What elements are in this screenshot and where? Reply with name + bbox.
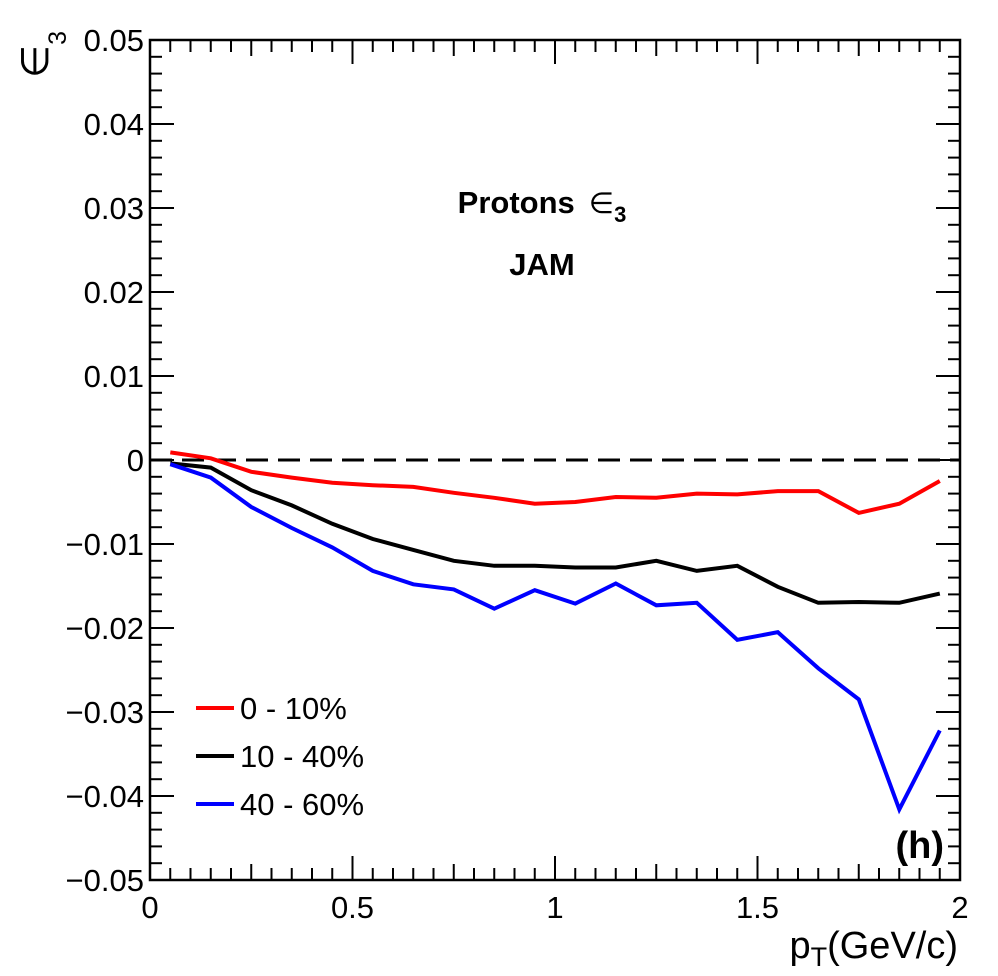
- series-line-2: [170, 461, 941, 605]
- y-tick-label: 0.03: [84, 191, 144, 226]
- series-lines: [169, 450, 942, 815]
- series-line-3: [169, 462, 942, 815]
- legend-label: 0 - 10%: [240, 691, 347, 726]
- y-tick-label: 0.02: [84, 275, 144, 310]
- panel-label: (h): [895, 825, 944, 867]
- y-tick-label: −0.03: [66, 695, 144, 730]
- x-axis-title: pT(GeV/c): [789, 925, 958, 972]
- y-tick-label: −0.05: [66, 863, 144, 898]
- x-tick-label: 2: [951, 890, 968, 925]
- x-tick-label: 0.5: [331, 890, 374, 925]
- y-tick-label: −0.04: [66, 779, 144, 814]
- x-tick-label: 1.5: [736, 890, 779, 925]
- y-tick-label: 0.04: [84, 107, 144, 142]
- legend-label: 10 - 40%: [240, 739, 364, 774]
- y-tick-label: −0.02: [66, 611, 144, 646]
- plot-frame: [148, 38, 962, 882]
- annotation-title: Protons ∈3: [458, 185, 627, 227]
- axis-ticks: [149, 39, 961, 881]
- series-line-1: [170, 450, 941, 516]
- x-tick-labels: 0 0.5 1 1.5 2: [141, 890, 968, 925]
- y-tick-label: 0.05: [84, 23, 144, 58]
- x-tick-label: 0: [141, 890, 158, 925]
- y-tick-label: −0.01: [66, 527, 144, 562]
- x-tick-label: 1: [546, 890, 563, 925]
- legend: 0 - 10% 10 - 40% 40 - 60%: [196, 691, 364, 822]
- y-tick-labels: −0.05 −0.04 −0.03 −0.02 −0.01 0 0.01 0.02 0.03 0.…: [66, 23, 144, 898]
- legend-item: 10 - 40%: [196, 739, 364, 774]
- y-tick-label: 0.01: [84, 359, 144, 394]
- y-axis-title: ∈3: [15, 31, 72, 78]
- annotation-model: JAM: [509, 247, 574, 282]
- legend-item: 0 - 10%: [196, 691, 347, 726]
- y-tick-label: 0: [127, 443, 144, 478]
- legend-label: 40 - 60%: [240, 787, 364, 822]
- legend-item: 40 - 60%: [196, 787, 364, 822]
